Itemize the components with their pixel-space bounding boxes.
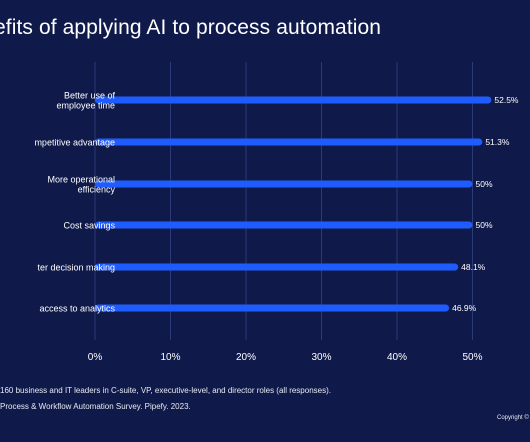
bar: [95, 138, 483, 146]
category-label: ter decision making: [37, 263, 115, 273]
x-tick-label: 10%: [160, 352, 180, 363]
value-label: 50%: [476, 179, 493, 189]
value-label: 51.3%: [485, 137, 510, 147]
category-label: Cost savings: [63, 221, 115, 231]
category-label: employee time: [56, 101, 115, 111]
category-label: efficiency: [78, 185, 116, 195]
bar: [95, 221, 473, 229]
bar: [95, 96, 492, 104]
bar: [95, 304, 450, 312]
x-tick-label: 0%: [88, 352, 103, 363]
copyright-notice: Copyright ©: [497, 415, 529, 421]
category-label: access to analytics: [39, 304, 115, 314]
value-label: 52.5%: [494, 95, 519, 105]
category-label: mpetitive advantage: [34, 138, 115, 148]
value-label: 46.9%: [452, 303, 477, 313]
category-label: Better use of: [64, 91, 116, 101]
value-label: 50%: [476, 220, 493, 230]
bar: [95, 180, 473, 188]
value-label: 48.1%: [461, 262, 486, 272]
chart-title: efits of applying AI to process automati…: [0, 16, 382, 39]
x-tick-label: 50%: [462, 352, 482, 363]
sample-footnote: 160 business and IT leaders in C-suite, …: [0, 386, 331, 395]
source-footnote: Process & Workflow Automation Survey. Pi…: [0, 402, 191, 411]
x-tick-label: 30%: [311, 352, 331, 363]
x-tick-label: 40%: [387, 352, 407, 363]
x-tick-label: 20%: [236, 352, 256, 363]
category-label: More operational: [47, 175, 115, 185]
bar: [95, 263, 459, 271]
